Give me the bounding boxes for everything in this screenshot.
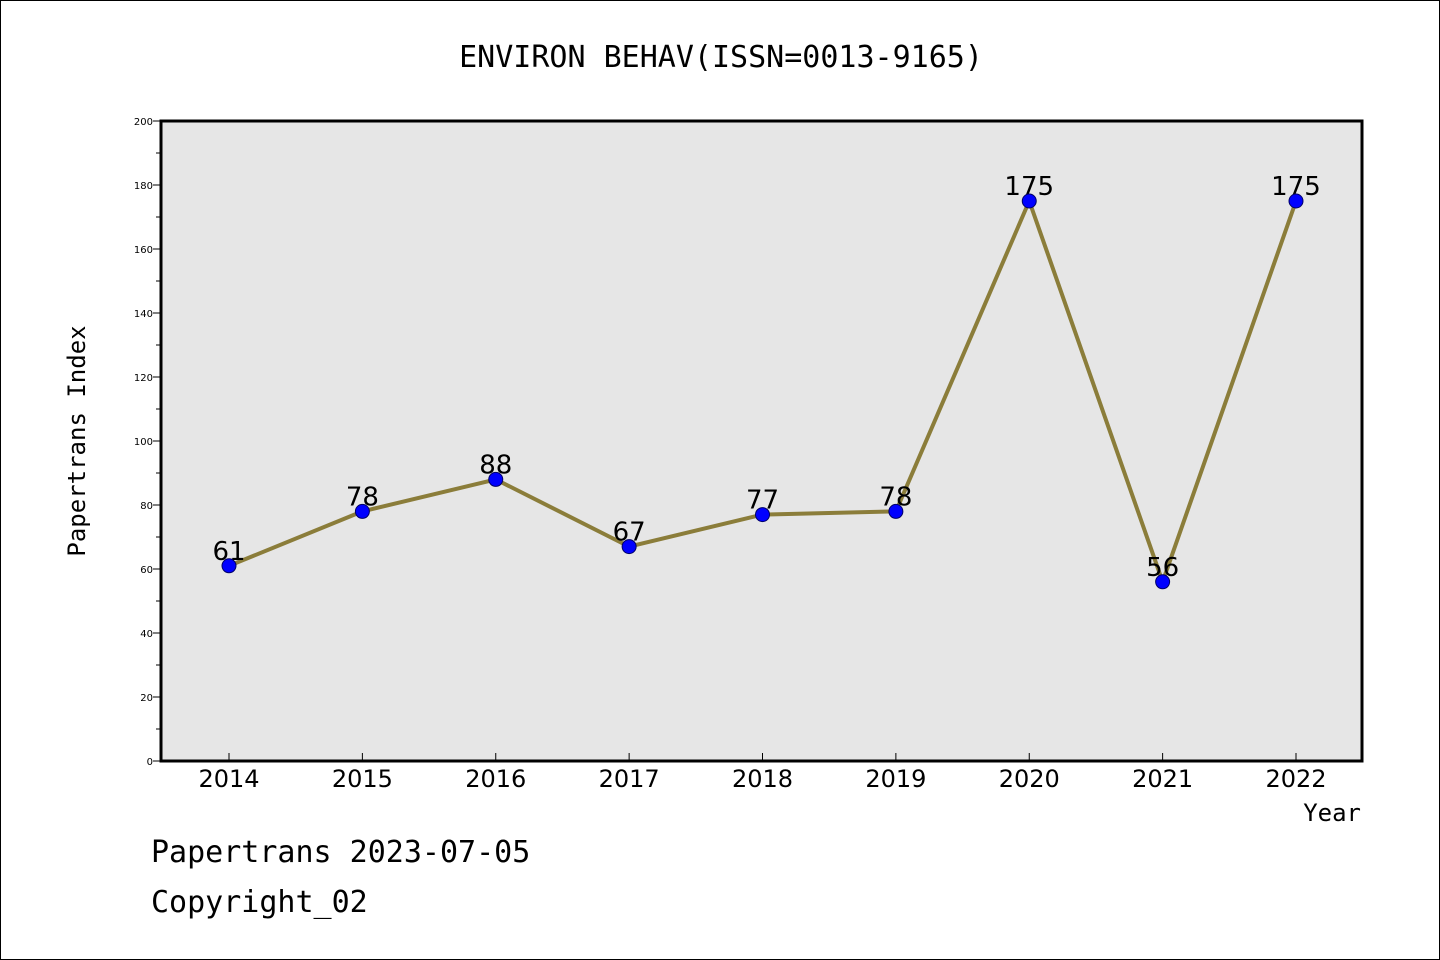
plot-area	[159, 119, 1364, 763]
y-axis: 0 20 40 60 80 100 120 140 160 180 200	[134, 117, 161, 768]
data-point	[221, 558, 237, 574]
y-tick-label: 60	[140, 565, 153, 576]
y-tick-label: 20	[140, 693, 153, 704]
y-tick-label: 80	[140, 501, 153, 512]
data-point	[621, 539, 637, 555]
x-tick-label: 2016	[465, 765, 526, 793]
x-axis: 2014 2015 2016 2017 2018 2019 2020 2021 2022	[198, 753, 1327, 793]
y-axis-label: Papertrans Index	[63, 325, 91, 556]
x-tick-label: 2021	[1132, 765, 1193, 793]
y-tick-label: 200	[134, 117, 153, 128]
data-point	[755, 507, 770, 523]
data-point	[488, 471, 504, 487]
data-point	[1288, 193, 1304, 209]
x-tick-label: 2020	[999, 765, 1060, 793]
footer-date: Papertrans 2023-07-05	[151, 835, 531, 870]
y-tick-label: 100	[134, 437, 153, 448]
data-point	[1155, 574, 1171, 590]
y-tick-label: 160	[134, 245, 153, 256]
x-tick-label: 2018	[732, 765, 793, 793]
x-axis-label: Year	[1303, 799, 1361, 827]
x-tick-label: 2022	[1265, 765, 1326, 793]
x-tick-label: 2017	[599, 765, 660, 793]
chart-title: ENVIRON BEHAV(ISSN=0013-9165)	[459, 40, 983, 75]
y-tick-label: 0	[147, 757, 153, 768]
data-point	[888, 503, 904, 519]
x-tick-label: 2015	[332, 765, 393, 793]
x-tick-label: 2014	[198, 765, 259, 793]
data-point	[354, 503, 370, 519]
y-tick-label: 40	[140, 629, 153, 640]
y-tick-label: 140	[134, 309, 153, 320]
x-tick-label: 2019	[865, 765, 926, 793]
y-tick-label: 120	[134, 373, 153, 384]
y-tick-label: 180	[134, 181, 153, 192]
footer-copyright: Copyright_02	[151, 885, 368, 920]
data-point	[1021, 193, 1037, 209]
